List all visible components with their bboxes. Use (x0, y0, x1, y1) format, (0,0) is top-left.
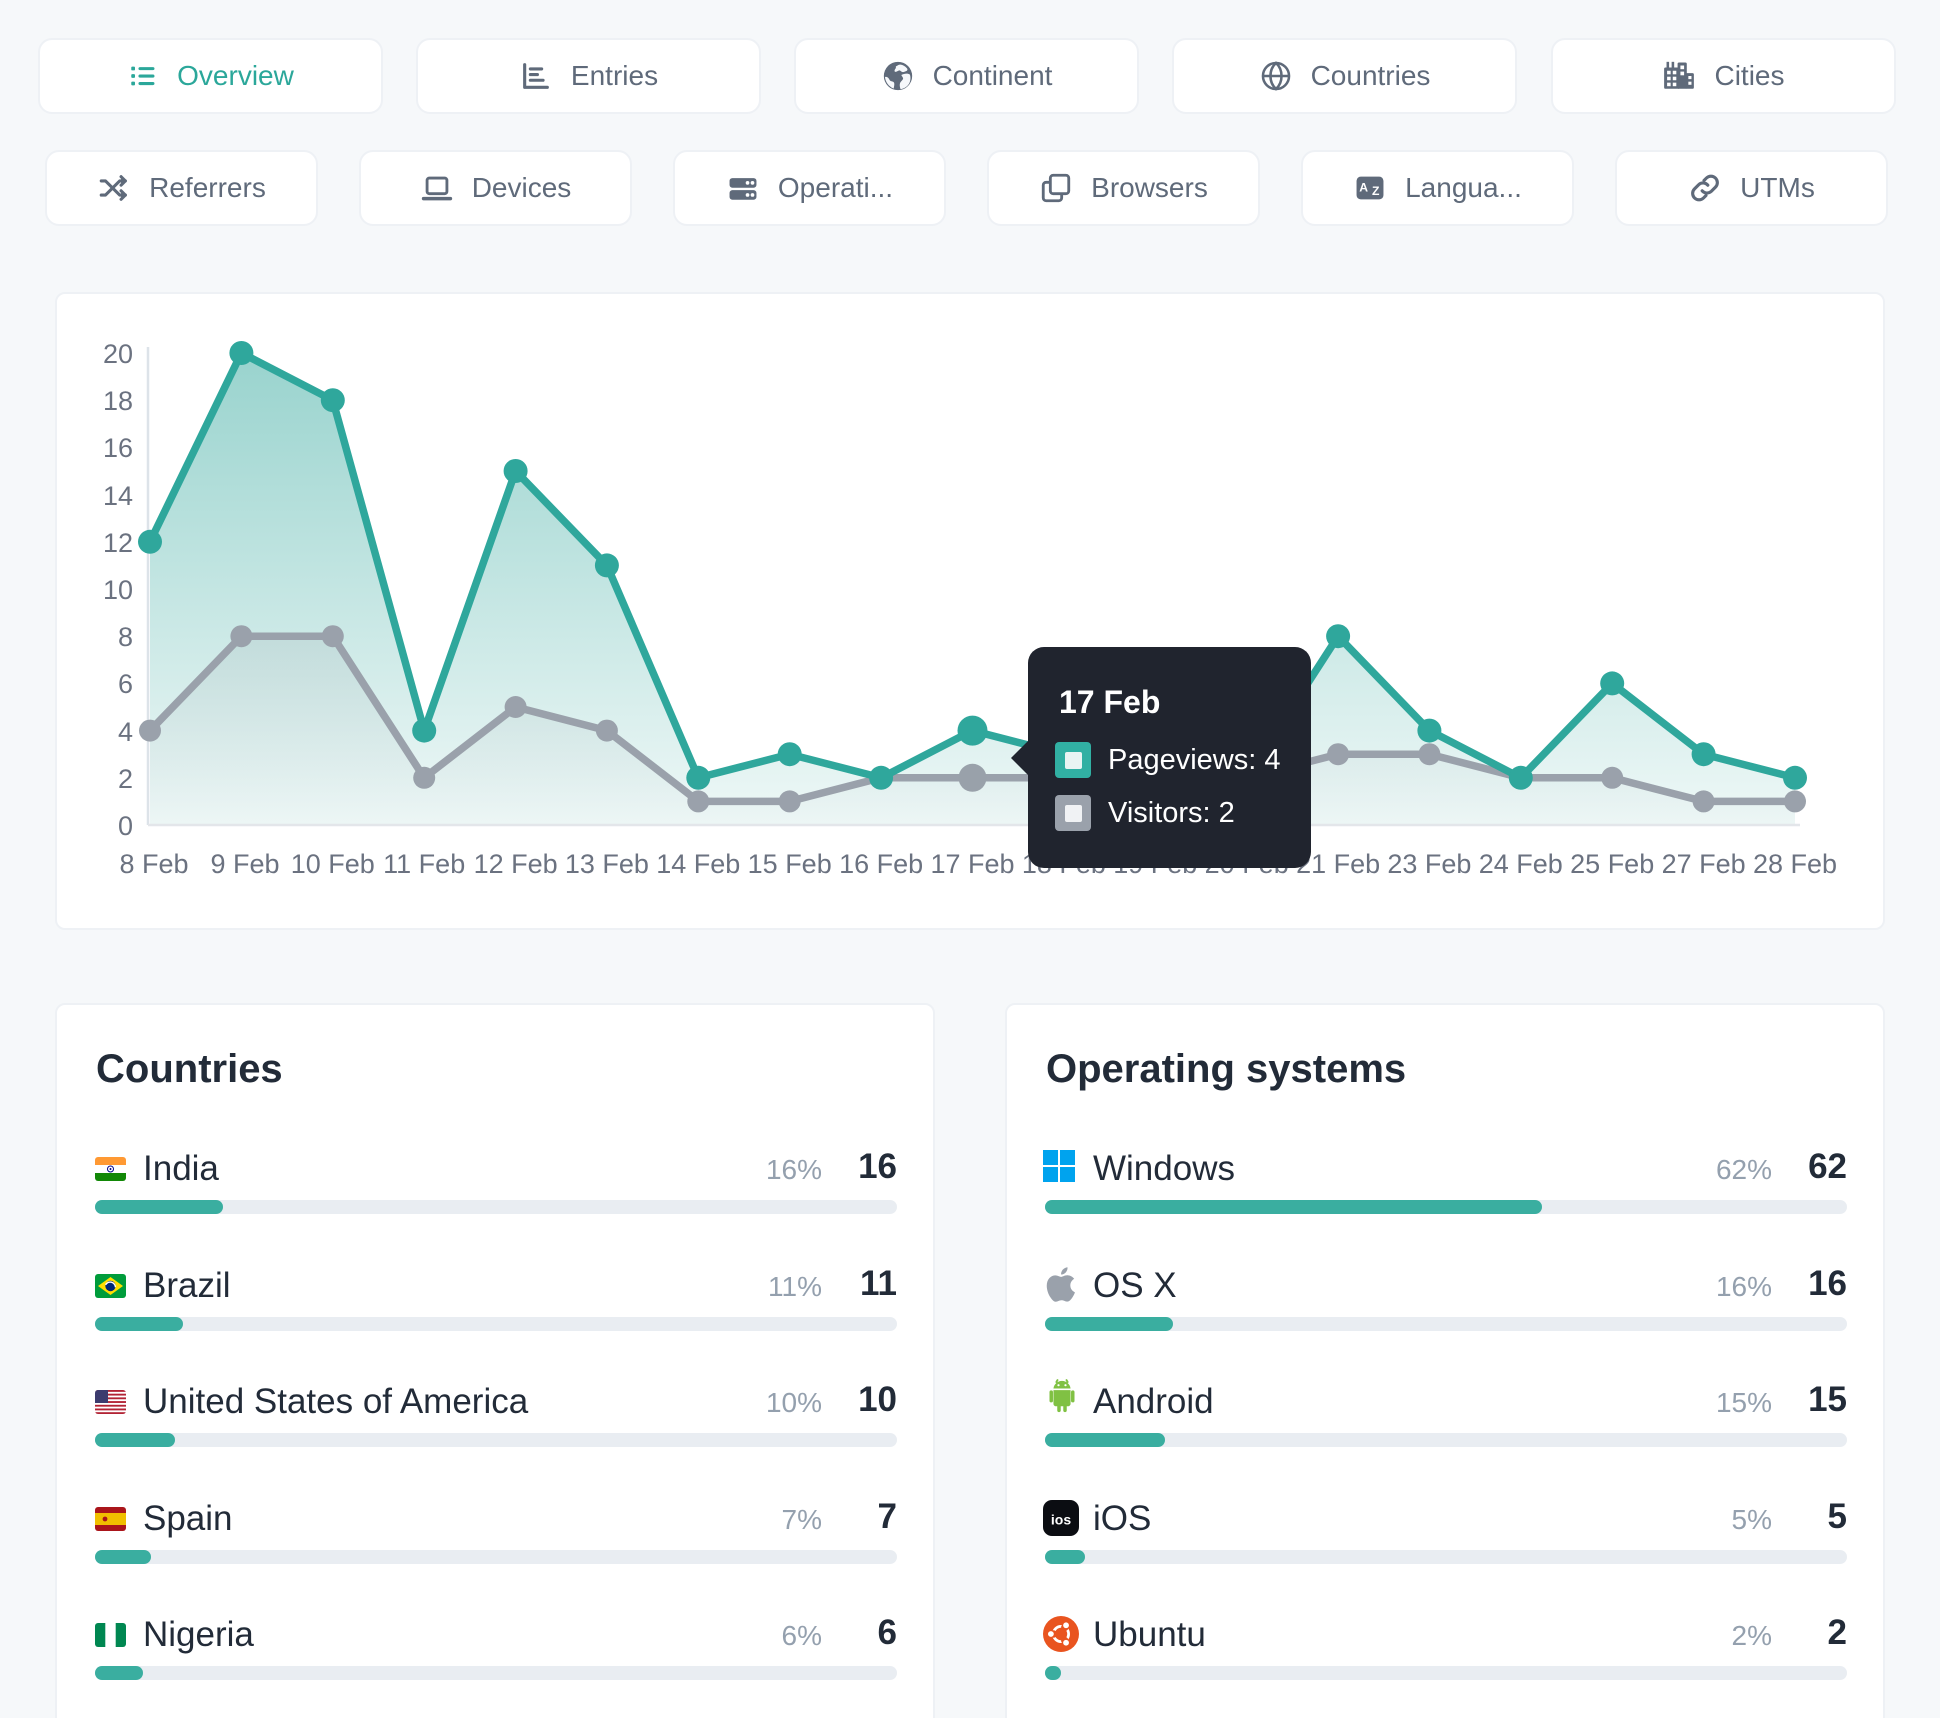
svg-text:16: 16 (103, 433, 133, 463)
svg-text:17 Feb: 17 Feb (930, 849, 1014, 879)
svg-text:8: 8 (118, 622, 133, 652)
svg-text:12 Feb: 12 Feb (474, 849, 558, 879)
svg-text:9 Feb: 9 Feb (210, 849, 279, 879)
svg-text:A: A (1359, 181, 1368, 195)
svg-text:27 Feb: 27 Feb (1662, 849, 1746, 879)
svg-text:0: 0 (118, 811, 133, 841)
svg-text:13 Feb: 13 Feb (565, 849, 649, 879)
svg-text:10: 10 (103, 575, 133, 605)
svg-text:16 Feb: 16 Feb (839, 849, 923, 879)
svg-text:28 Feb: 28 Feb (1753, 849, 1837, 879)
svg-text:6: 6 (118, 669, 133, 699)
svg-text:20: 20 (103, 339, 133, 369)
svg-text:23 Feb: 23 Feb (1387, 849, 1471, 879)
svg-text:2: 2 (118, 764, 133, 794)
svg-text:4: 4 (118, 717, 133, 747)
svg-text:14: 14 (103, 481, 133, 511)
svg-text:14 Feb: 14 Feb (656, 849, 740, 879)
svg-text:8 Feb: 8 Feb (119, 849, 188, 879)
svg-text:12: 12 (103, 528, 133, 558)
svg-text:ios: ios (1051, 1512, 1071, 1528)
svg-text:11 Feb: 11 Feb (383, 849, 465, 879)
svg-text:25 Feb: 25 Feb (1570, 849, 1654, 879)
svg-text:Z: Z (1372, 184, 1380, 198)
svg-text:10 Feb: 10 Feb (291, 849, 375, 879)
svg-text:18: 18 (103, 386, 133, 416)
svg-text:15 Feb: 15 Feb (748, 849, 832, 879)
svg-text:24 Feb: 24 Feb (1479, 849, 1563, 879)
